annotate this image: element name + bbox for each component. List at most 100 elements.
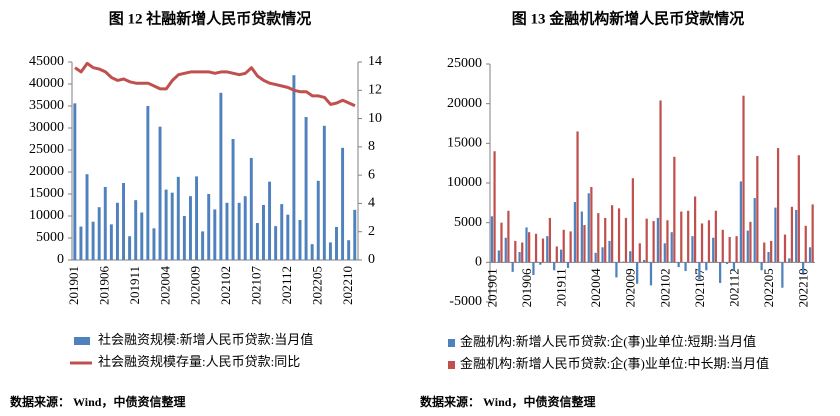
- y2-tick-label: 2: [368, 224, 375, 239]
- y-tick-label: 15000: [29, 186, 64, 201]
- bar: [693, 196, 697, 263]
- bar: [712, 237, 715, 263]
- x-tick-label: 202102: [218, 266, 233, 305]
- bar: [691, 236, 694, 263]
- legend-swatch: [448, 339, 455, 347]
- bar: [569, 231, 572, 263]
- bar: [225, 202, 229, 260]
- bar: [188, 196, 192, 260]
- y-tick-label: 30000: [29, 120, 64, 135]
- bar: [790, 206, 794, 263]
- y-tick-label: 0: [57, 252, 64, 267]
- bar: [85, 174, 89, 260]
- y2-tick-label: 10: [368, 111, 382, 126]
- bar: [642, 259, 646, 263]
- bar: [749, 221, 752, 263]
- bar: [555, 246, 558, 263]
- bar: [666, 220, 669, 263]
- bar: [532, 262, 535, 276]
- bar: [490, 216, 494, 263]
- bar: [507, 210, 510, 263]
- legend-label: 金融机构:新增人民币贷款:企(事)业单位:中长期:当月值: [460, 356, 769, 371]
- bar: [797, 155, 800, 263]
- bar: [590, 186, 593, 263]
- bar: [583, 225, 586, 263]
- bar: [546, 236, 549, 263]
- bar: [680, 211, 683, 263]
- bar: [601, 247, 604, 263]
- x-tick-label: 202004: [588, 268, 603, 308]
- y-tick-label: 5000: [36, 230, 64, 245]
- bar: [705, 262, 708, 271]
- bar: [207, 194, 211, 260]
- bar: [767, 252, 770, 263]
- bar: [788, 258, 791, 263]
- bar: [201, 231, 205, 260]
- source-note: 数据来源： Wind，中债资信整理: [420, 394, 595, 409]
- bar: [176, 176, 180, 260]
- bar: [652, 221, 655, 263]
- bar: [700, 223, 704, 263]
- bar: [316, 180, 320, 260]
- bar: [249, 157, 253, 260]
- x-tick-label: 202009: [623, 268, 638, 307]
- bar: [714, 210, 717, 263]
- bar: [504, 237, 507, 263]
- bar: [781, 262, 784, 288]
- bar: [562, 229, 565, 263]
- bar: [73, 103, 77, 260]
- bar: [158, 126, 162, 261]
- bar: [243, 196, 247, 260]
- y2-tick-label: 6: [368, 167, 375, 182]
- x-tick-label: 201906: [96, 266, 111, 306]
- bar: [328, 242, 332, 260]
- bar: [528, 232, 531, 263]
- x-tick-label: 201906: [519, 268, 534, 308]
- bar: [493, 151, 496, 263]
- bar: [274, 226, 278, 260]
- y-tick-label: 45000: [29, 54, 64, 69]
- bar: [631, 178, 634, 263]
- bar: [170, 192, 174, 260]
- y-tick-label: 5000: [454, 215, 482, 230]
- y-tick-label: 25000: [447, 56, 482, 71]
- bar: [79, 226, 83, 260]
- bar: [140, 212, 144, 260]
- x-tick-label: 202009: [188, 266, 203, 305]
- bar: [580, 211, 583, 263]
- x-tick-label: 201901: [66, 266, 81, 305]
- bar: [795, 209, 798, 263]
- bar: [608, 240, 611, 263]
- line: [74, 61, 356, 108]
- bar: [553, 262, 556, 271]
- bar: [728, 236, 731, 263]
- bar: [497, 250, 500, 263]
- bar: [597, 213, 600, 263]
- chart-title: 图 12 社融新增人民币贷款情况: [109, 9, 312, 27]
- bar: [195, 176, 199, 260]
- bar: [739, 181, 742, 263]
- bar: [663, 243, 666, 263]
- source-note: 数据来源： Wind，中债资信整理: [10, 394, 185, 409]
- bar: [707, 220, 711, 263]
- bar: [134, 200, 138, 260]
- y-tick-label: 25000: [29, 142, 64, 157]
- y-tick-label: 15000: [447, 136, 482, 151]
- bar: [804, 225, 807, 263]
- bar: [146, 106, 150, 260]
- bar: [808, 247, 812, 263]
- bar: [746, 230, 749, 263]
- bar: [760, 262, 763, 271]
- bar: [341, 147, 345, 260]
- bar: [310, 244, 314, 260]
- bar: [525, 227, 528, 263]
- y2-tick-label: 0: [368, 252, 375, 267]
- bar: [719, 262, 722, 283]
- x-tick-label: 202102: [657, 268, 672, 307]
- x-tick-label: 201901: [484, 268, 499, 307]
- bar: [268, 181, 272, 260]
- y2-tick-label: 4: [368, 196, 375, 211]
- y-tick-label: 0: [475, 255, 482, 270]
- bar: [615, 262, 618, 278]
